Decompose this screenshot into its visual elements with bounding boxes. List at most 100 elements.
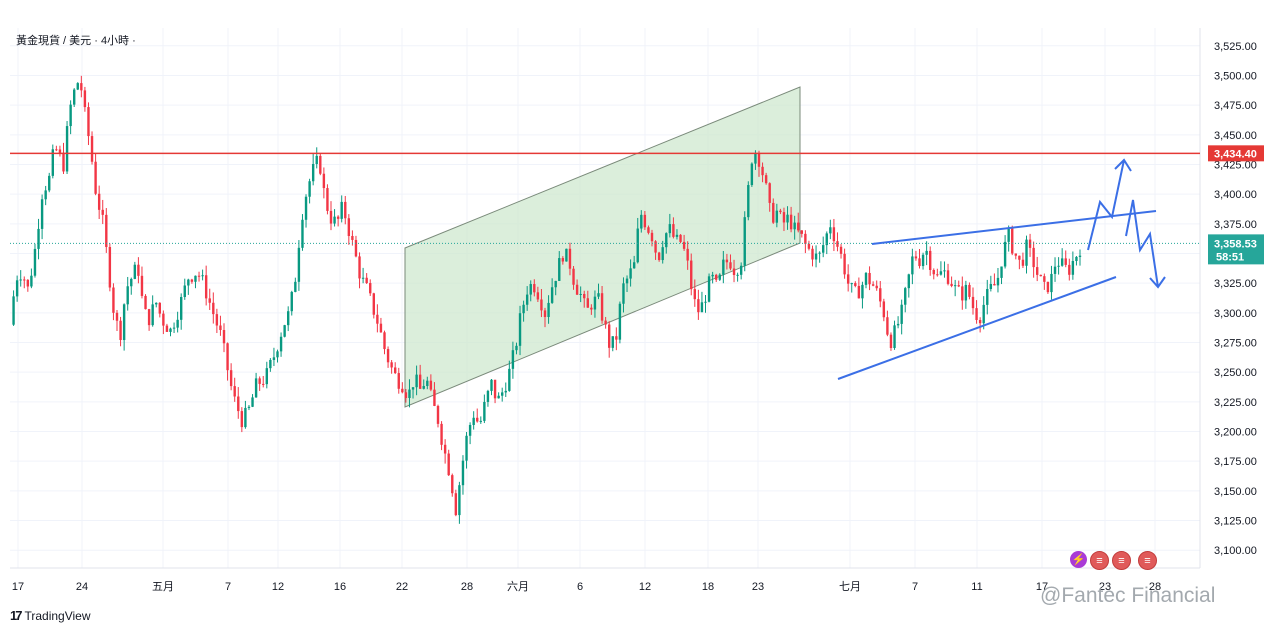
candle-body — [793, 222, 796, 230]
candle-body — [914, 256, 918, 259]
candle-body — [69, 104, 72, 127]
candle-body — [975, 308, 978, 321]
candle-body — [572, 268, 575, 285]
candle-body — [1007, 227, 1010, 242]
candle-body — [108, 247, 112, 288]
candle-body — [233, 386, 236, 397]
candle-body — [354, 239, 358, 257]
candle-body — [329, 210, 333, 224]
candle-body — [90, 136, 94, 162]
candle-body — [825, 233, 828, 246]
us-flag-icon[interactable]: ≡ — [1138, 551, 1157, 570]
candle-body — [501, 392, 504, 396]
y-tick-label: 3,225.00 — [1214, 397, 1257, 409]
candle-body — [511, 350, 515, 369]
candle-body — [943, 270, 946, 272]
candle-body — [704, 301, 707, 303]
candle-body — [797, 222, 800, 231]
candle-body — [144, 295, 147, 310]
candle-body — [772, 202, 775, 223]
candle-body — [1050, 273, 1053, 293]
us-flag-icon[interactable]: ≡ — [1090, 551, 1109, 570]
candle-body — [187, 279, 190, 286]
bolt-icon[interactable]: ⚡ — [1070, 551, 1087, 568]
candle-body — [1032, 247, 1035, 268]
arrow-down-head — [1149, 276, 1166, 289]
candle-body — [172, 327, 176, 329]
candle-body — [304, 196, 308, 220]
candle-body — [525, 294, 529, 305]
candle-body — [693, 289, 696, 300]
candle-body — [779, 210, 782, 213]
candle-body — [472, 417, 475, 425]
candle-body — [618, 303, 622, 340]
candle-body — [411, 387, 415, 390]
candle-body — [743, 217, 746, 266]
candle-body — [747, 185, 750, 218]
candle-body — [761, 166, 764, 176]
candle-body — [508, 368, 511, 391]
candle-body — [183, 285, 186, 297]
candle-body — [147, 309, 151, 326]
candle-body — [262, 383, 265, 385]
candle-body — [336, 216, 340, 219]
y-tick-label: 3,500.00 — [1214, 70, 1257, 82]
candle-body — [48, 175, 51, 191]
candle-body — [397, 373, 400, 389]
candle-body — [23, 279, 26, 281]
candle-body — [904, 288, 907, 305]
y-tick-label: 3,175.00 — [1214, 456, 1257, 468]
candle-body — [194, 275, 197, 282]
arrow-up-head — [1114, 158, 1132, 172]
candle-body — [65, 126, 69, 172]
candle-body — [936, 274, 939, 276]
candle-body — [629, 268, 632, 279]
time-axis[interactable]: 17 24 五月 7 12 16 22 28 六月 6 12 18 23 七月 7 11 17 23 28 — [12, 580, 1161, 593]
candle-body — [946, 270, 950, 284]
candle-body — [889, 334, 893, 349]
candle-body — [279, 336, 283, 352]
candle-body — [351, 236, 354, 240]
candle-body — [540, 299, 543, 311]
candle-body — [775, 210, 779, 223]
candle-body — [536, 292, 540, 300]
candle-body — [896, 323, 900, 326]
candle-body — [19, 279, 22, 281]
candle-body — [73, 89, 76, 105]
y-tick-label: 3,475.00 — [1214, 100, 1257, 112]
candle-body — [311, 163, 315, 182]
price-axis[interactable]: 3,100.00 3,125.00 3,150.00 3,175.00 3,200.00… — [1208, 41, 1264, 557]
candle-body — [479, 420, 482, 422]
symbol-title[interactable]: 黃金現貨 / 美元 · 4小時 · — [16, 35, 136, 47]
projection-down-path — [1125, 199, 1159, 288]
candle-body — [814, 253, 818, 260]
candle-body — [1014, 253, 1017, 256]
x-tick-label: 六月 — [507, 580, 529, 593]
candle-body — [900, 304, 903, 324]
candle-body — [789, 214, 793, 230]
us-flag-icon[interactable]: ≡ — [1112, 551, 1131, 570]
candle-body — [725, 259, 729, 263]
candle-body — [276, 351, 279, 358]
drawings — [10, 152, 1200, 380]
countdown-label: 58:51 — [1216, 251, 1244, 263]
y-tick-label: 3,250.00 — [1214, 367, 1257, 379]
candle-body — [315, 155, 318, 164]
candle-body — [518, 313, 522, 346]
candle-body — [636, 228, 639, 263]
candle-body — [215, 314, 219, 326]
y-tick-label: 3,150.00 — [1214, 486, 1257, 498]
candle-body — [640, 214, 643, 229]
candle-body — [550, 287, 554, 303]
candle-body — [297, 247, 301, 282]
candle-body — [622, 283, 625, 304]
candle-body — [672, 224, 675, 237]
candle-body — [996, 277, 1000, 286]
tradingview-logo[interactable]: 17 TradingView — [10, 608, 91, 623]
y-tick-label: 3,425.00 — [1214, 159, 1257, 171]
candle-body — [768, 183, 771, 203]
candle-body — [647, 227, 650, 233]
candle-body — [1078, 255, 1082, 257]
x-tick-label: 22 — [396, 581, 408, 593]
